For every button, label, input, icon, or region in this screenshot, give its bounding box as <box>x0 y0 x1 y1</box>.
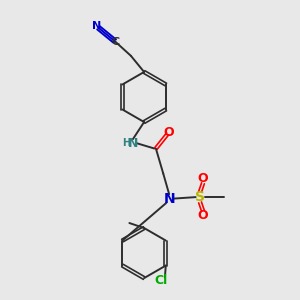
Text: N: N <box>163 192 175 206</box>
Text: O: O <box>164 126 175 139</box>
Text: Cl: Cl <box>155 274 168 287</box>
Text: O: O <box>198 209 208 223</box>
Text: S: S <box>195 190 205 204</box>
Text: O: O <box>198 172 208 185</box>
Text: N: N <box>128 137 138 150</box>
Text: C: C <box>112 37 120 47</box>
Text: N: N <box>92 21 102 31</box>
Text: H: H <box>122 138 130 148</box>
